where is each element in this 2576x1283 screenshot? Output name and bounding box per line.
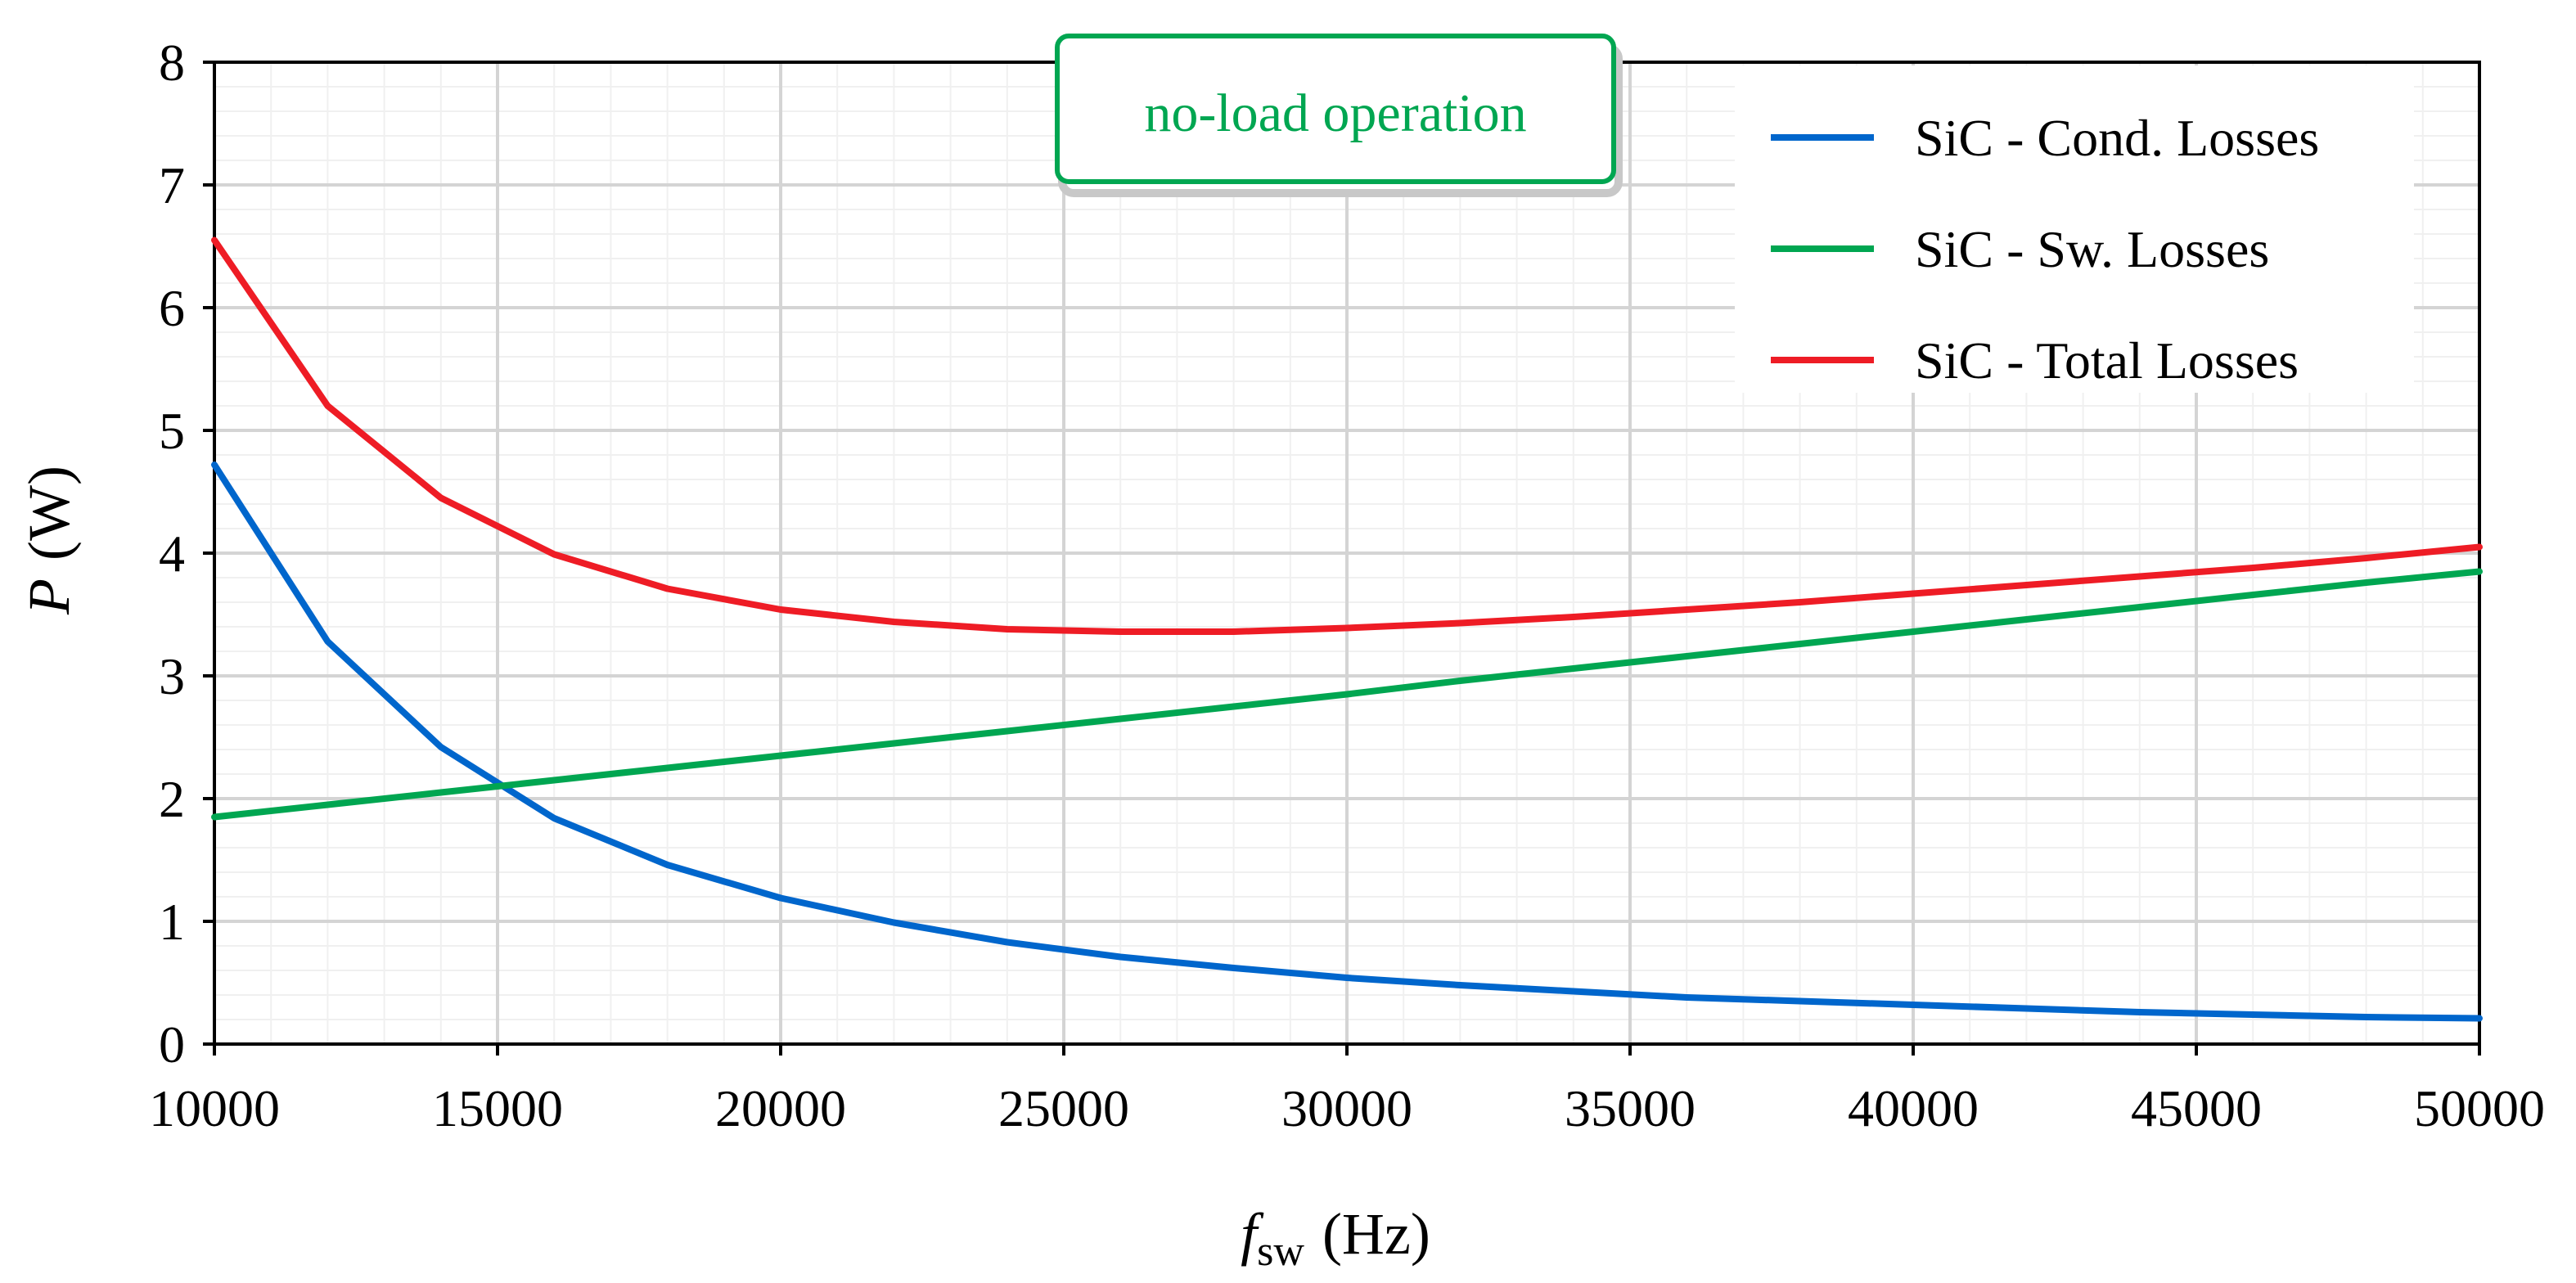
y-tick-label: 7 [159, 156, 185, 214]
y-axis-ticks: 0 1 2 3 4 5 6 7 8 [159, 34, 214, 1074]
x-tick-label: 15000 [432, 1079, 563, 1137]
y-axis-title: P(W) [16, 466, 82, 615]
x-axis-title: fsw (Hz) [1241, 1201, 1430, 1275]
x-tick-label: 50000 [2414, 1079, 2545, 1137]
x-tick-label: 35000 [1565, 1079, 1696, 1137]
legend: SiC - Cond. Losses SiC - Sw. Losses SiC - … [1735, 65, 2414, 393]
legend-label-sic-sw-losses: SiC - Sw. Losses [1915, 220, 2269, 278]
series-line-sic-cond-losses [211, 461, 2483, 1022]
annotation-box: no-load operation [1055, 34, 1623, 197]
x-tick-label: 10000 [149, 1079, 280, 1137]
x-tick-label: 45000 [2131, 1079, 2262, 1137]
y-tick-label: 3 [159, 647, 185, 705]
y-tick-label: 6 [159, 279, 185, 337]
series-line-sic-total-losses [211, 236, 2483, 635]
x-tick-label: 20000 [715, 1079, 846, 1137]
x-axis-ticks: 10000 15000 20000 25000 30000 35000 40000 45000… [149, 1044, 2545, 1137]
x-tick-label: 25000 [998, 1079, 1129, 1137]
x-tick-label: 40000 [1848, 1079, 1979, 1137]
y-tick-label: 2 [159, 770, 185, 828]
series-lines [211, 236, 2483, 1022]
legend-label-sic-total-losses: SiC - Total Losses [1915, 331, 2299, 389]
legend-label-sic-cond-losses: SiC - Cond. Losses [1915, 109, 2319, 167]
y-tick-label: 4 [159, 524, 185, 583]
annotation-text: no-load operation [1144, 83, 1526, 143]
y-tick-label: 0 [159, 1015, 185, 1074]
y-tick-label: 8 [159, 34, 185, 92]
series-line-sic-sw-losses [211, 568, 2483, 821]
x-tick-label: 30000 [1281, 1079, 1412, 1137]
y-tick-label: 5 [159, 402, 185, 460]
y-tick-label: 1 [159, 893, 185, 951]
